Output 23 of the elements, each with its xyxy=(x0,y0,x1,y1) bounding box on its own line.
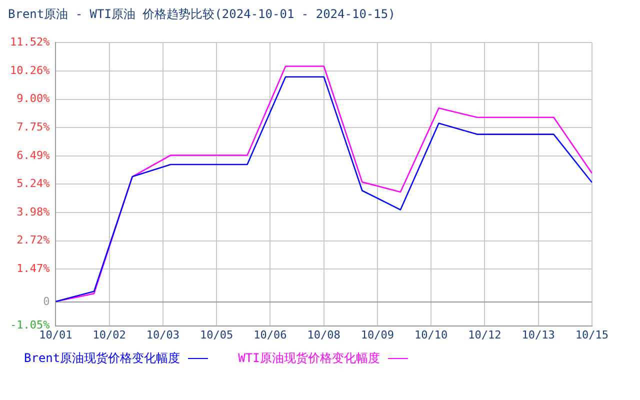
legend-label: Brent原油现货价格变化幅度 xyxy=(24,350,180,367)
y-tick-label: 5.24% xyxy=(16,176,50,190)
x-tick-label: 10/03 xyxy=(146,328,180,342)
x-tick-label: 10/12 xyxy=(468,328,502,342)
legend-label: WTI原油现货价格变化幅度 xyxy=(238,350,380,367)
y-tick-label: 2.72% xyxy=(16,234,50,247)
y-tick-label: 6.49% xyxy=(16,148,50,162)
y-tick-label: 9.00% xyxy=(16,92,50,106)
y-tick-label: 3.98% xyxy=(16,205,50,218)
x-tick-label: 10/15 xyxy=(575,328,609,342)
x-tick-label: 10/02 xyxy=(92,328,126,342)
y-tick-label: 0 xyxy=(43,295,50,308)
chart-title: Brent原油 - WTI原油 价格趋势比较(2024-10-01 - 2024-10-15) xyxy=(8,6,396,23)
y-tick-label: 11.52% xyxy=(10,35,50,48)
x-tick-label: 10/05 xyxy=(200,328,234,342)
x-tick-label: 10/13 xyxy=(522,328,555,342)
x-tick-label: 10/08 xyxy=(307,328,340,342)
x-tick-label: 10/06 xyxy=(254,328,287,342)
y-tick-label: 10.26% xyxy=(10,64,50,77)
y-tick-label: 7.75% xyxy=(16,120,50,134)
y-tick-label: 1.47% xyxy=(16,262,50,275)
x-tick-label: 10/09 xyxy=(360,328,394,342)
x-tick-label: 10/10 xyxy=(414,328,448,342)
